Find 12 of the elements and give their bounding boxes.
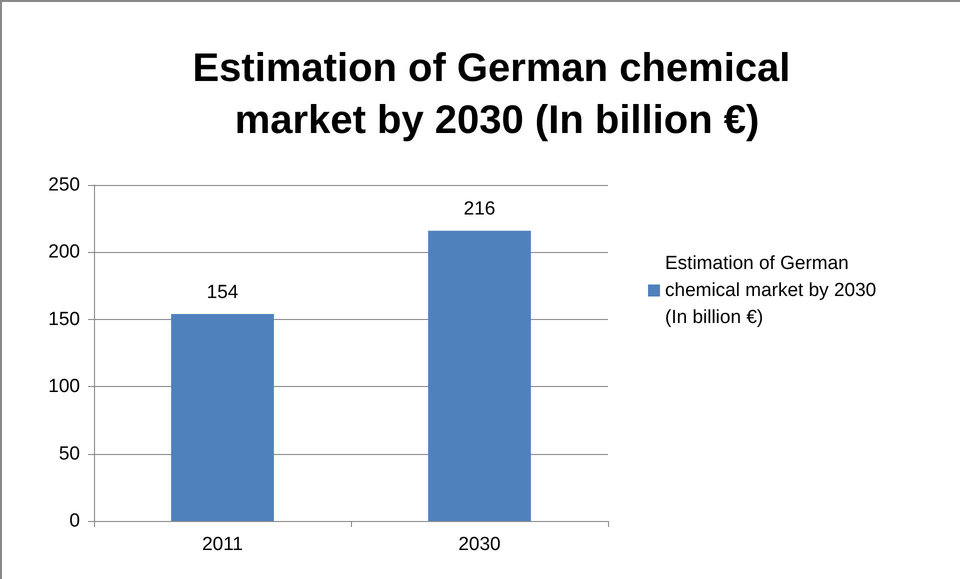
y-tick-label: 0 xyxy=(69,510,80,532)
legend-label: Estimation of German chemical market by 2030 (In billion €) xyxy=(665,253,882,328)
chart-title: Estimation of German chemical market by 2030 (In billion €) xyxy=(192,46,802,142)
y-tick-label: 100 xyxy=(48,376,80,398)
y-tick-label: 150 xyxy=(48,308,80,330)
x-tick-label: 2011 xyxy=(202,534,243,555)
y-tick-label: 250 xyxy=(48,174,80,196)
y-tick-label: 200 xyxy=(48,242,80,263)
x-tick-label: 2030 xyxy=(458,534,501,555)
data-label: 154 xyxy=(206,282,239,304)
data-label: 216 xyxy=(464,198,496,220)
y-tick-label: 50 xyxy=(58,443,80,464)
